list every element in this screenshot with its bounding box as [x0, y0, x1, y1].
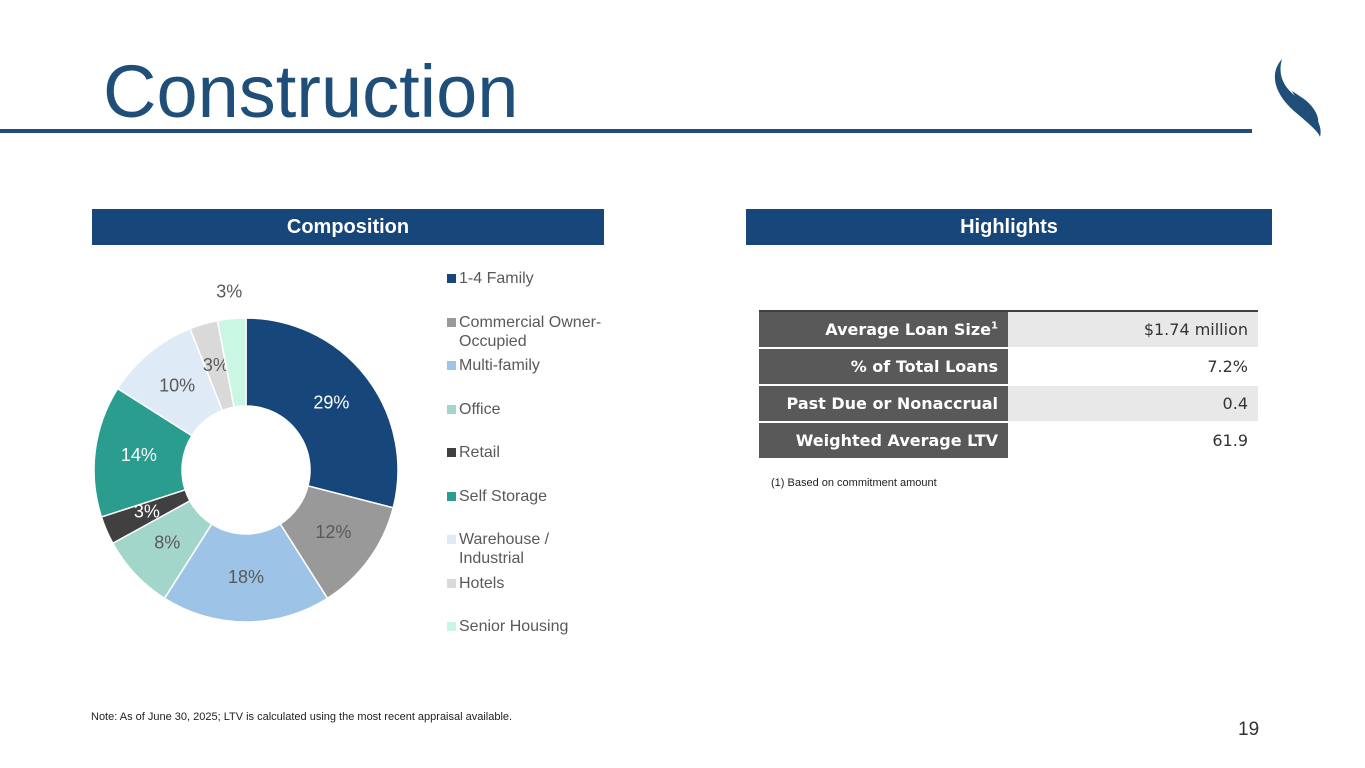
row-label: % of Total Loans	[759, 348, 1008, 386]
label-text: Average Loan Size	[825, 320, 992, 339]
legend-label: Self Storage	[459, 487, 548, 505]
data-label: 14%	[121, 445, 157, 465]
label-text: % of Total Loans	[850, 357, 998, 376]
legend-swatch	[447, 622, 456, 631]
label-text: Weighted Average LTV	[795, 431, 998, 450]
legend-item: Commercial Owner-Occupied	[447, 313, 607, 351]
legend-swatch	[447, 317, 456, 327]
table-row: % of Total Loans 7.2%	[759, 348, 1258, 386]
legend-label: 1-4 Family	[459, 270, 534, 287]
label-text: Past Due or Nonaccrual	[786, 394, 998, 413]
legend-item: Warehouse / Industrial	[447, 530, 607, 568]
legend-item: Self Storage	[447, 487, 607, 506]
footnote: (1) Based on commitment amount	[771, 477, 937, 489]
table-row: Weighted Average LTV 61.9	[759, 422, 1258, 460]
note: Note: As of June 30, 2025; LTV is calcul…	[91, 711, 513, 723]
donut-slice	[216, 317, 247, 409]
legend-label: Retail	[459, 444, 500, 461]
legend-swatch	[447, 274, 456, 283]
data-label: 18%	[228, 567, 264, 587]
row-value: 0.4	[1008, 385, 1258, 423]
table-row: Average Loan Size1 $1.74 million	[759, 311, 1258, 349]
legend-label: Office	[459, 400, 501, 418]
legend-label: Hotels	[459, 574, 505, 592]
row-value: $1.74 million	[1008, 311, 1258, 349]
legend-item: 1-4 Family	[447, 269, 607, 288]
row-label: Average Loan Size1	[759, 311, 1008, 349]
legend-swatch	[447, 404, 456, 414]
legend-item: Senior Housing	[447, 617, 607, 636]
legend-label: Senior Housing	[459, 618, 569, 635]
legend-label: Warehouse / Industrial	[459, 531, 550, 567]
footnote-mark: 1	[991, 320, 998, 332]
data-label: 3%	[216, 282, 242, 302]
data-label: 3%	[203, 355, 229, 375]
legend-swatch	[447, 535, 456, 544]
table-body: Average Loan Size1 $1.74 million% of Tota…	[759, 311, 1258, 460]
data-label: 3%	[134, 502, 160, 522]
logo	[1274, 59, 1321, 137]
section-heading: Highlights	[746, 209, 1272, 245]
legend-swatch	[447, 448, 456, 457]
data-label: 10%	[159, 376, 195, 396]
data-label: 29%	[313, 393, 349, 413]
donut-slice	[163, 523, 329, 623]
donut-chart: 29% 12% 18% 8% 3% 14% 10% 3% 3%	[93, 282, 399, 623]
row-value: 61.9	[1008, 422, 1258, 460]
row-value: 7.2%	[1008, 348, 1258, 386]
legend-item: Multi-family	[447, 356, 607, 375]
donut-slice	[245, 317, 399, 509]
table-row: Past Due or Nonaccrual 0.4	[759, 385, 1258, 423]
legend-item: Retail	[447, 443, 607, 462]
highlights-table: Average Loan Size1 $1.74 million% of Tota…	[759, 310, 1258, 460]
data-label: 8%	[154, 533, 180, 553]
page-number: 19	[1238, 719, 1260, 740]
legend-label: Multi-family	[459, 357, 540, 374]
legend-label: Commercial Owner-Occupied	[459, 313, 602, 350]
legend-swatch	[447, 578, 456, 588]
row-label: Past Due or Nonaccrual	[759, 385, 1008, 423]
data-label: 12%	[315, 522, 351, 542]
row-label: Weighted Average LTV	[759, 422, 1008, 460]
slide-title: Construction	[103, 50, 519, 133]
section-heading: Composition	[92, 209, 604, 245]
legend-item: Office	[447, 400, 607, 419]
title-rule	[0, 129, 1252, 133]
legend-swatch	[447, 491, 456, 501]
legend-swatch	[447, 361, 456, 370]
legend-item: Hotels	[447, 574, 607, 593]
